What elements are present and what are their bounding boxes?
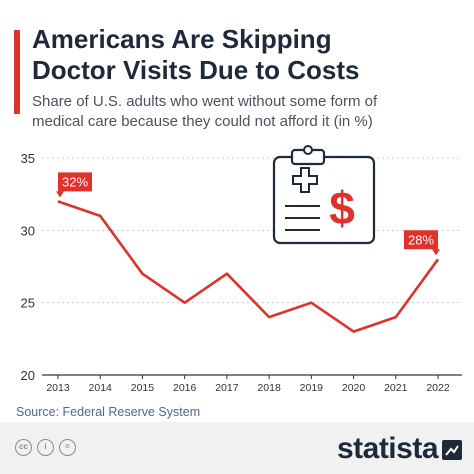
x-tick-label: 2021	[384, 382, 408, 394]
title-line-2: Doctor Visits Due to Costs	[32, 55, 360, 85]
x-tick-label: 2020	[342, 382, 366, 394]
x-tick-label: 2022	[426, 382, 450, 394]
attribution-icon[interactable]: i	[37, 439, 54, 456]
data-label-pointer	[432, 249, 440, 256]
x-axis-labels: 2013 2014 2015 2016 2017 2018 2019 2020 2021 2022	[46, 375, 450, 394]
y-tick-label: 30	[21, 223, 35, 238]
x-tick-label: 2014	[89, 382, 113, 394]
data-label-box	[58, 172, 92, 192]
x-tick-label: 2013	[46, 382, 70, 394]
x-tick-label: 2015	[131, 382, 155, 394]
x-tick-label: 2017	[215, 382, 239, 394]
data-label-pointer	[56, 191, 64, 198]
data-labels: 32% 28%	[56, 172, 440, 256]
footer: cc i = statista	[0, 422, 474, 474]
chart-subtitle: Share of U.S. adults who went without so…	[32, 92, 462, 132]
x-tick-label: 2016	[173, 382, 197, 394]
no-derivatives-icon[interactable]: =	[59, 439, 76, 456]
statista-logo-mark-icon	[442, 440, 462, 460]
dollar-sign-icon: $	[329, 182, 355, 234]
title-line-1: Americans Are Skipping	[32, 24, 332, 54]
clipboard-medical-dollar-icon: $	[272, 145, 376, 245]
chart-grid	[42, 157, 462, 376]
statista-logo[interactable]: statista	[336, 432, 439, 465]
x-tick-label: 2019	[300, 382, 324, 394]
y-tick-label: 35	[21, 151, 35, 166]
creative-commons-icon[interactable]: cc	[15, 439, 32, 456]
y-tick-label: 25	[21, 296, 35, 311]
series-line	[57, 200, 440, 333]
source-note[interactable]: Source: Federal Reserve System	[16, 405, 201, 419]
data-label: 28%	[408, 232, 434, 247]
subtitle-line-2: medical care because they could not affo…	[32, 113, 373, 130]
data-label-box	[404, 230, 438, 250]
subtitle-line-1: Share of U.S. adults who went without so…	[32, 93, 378, 110]
x-tick-label: 2018	[257, 382, 281, 394]
data-label: 32%	[62, 174, 88, 189]
y-tick-label: 20	[21, 368, 35, 383]
title-accent-bar	[14, 30, 20, 114]
chart-title: Americans Are Skipping Doctor Visits Due…	[32, 24, 462, 86]
y-axis-labels: 20 25 30 35	[21, 151, 35, 383]
